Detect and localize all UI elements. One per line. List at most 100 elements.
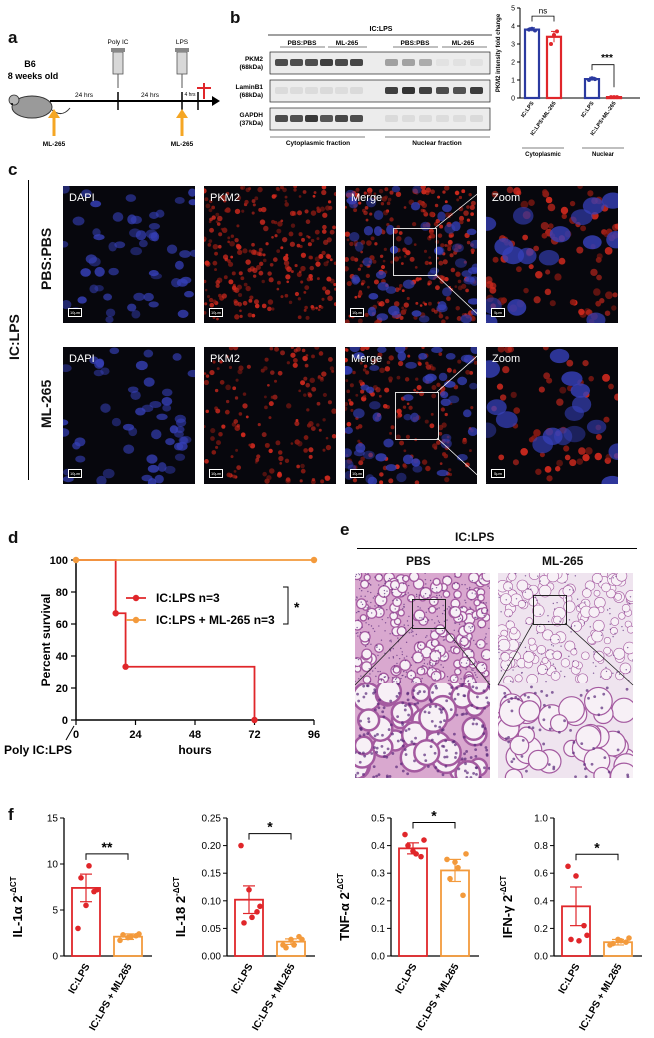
pkm2-signal [333, 302, 336, 307]
ml265-label-2: ML-265 [171, 141, 194, 148]
cell-nucleus [385, 755, 389, 759]
alveolus [459, 636, 470, 647]
cell-nucleus [444, 659, 446, 662]
cell-nucleus [357, 632, 359, 634]
pkm2-signal [321, 250, 326, 256]
nucleus [63, 428, 70, 437]
cell-nucleus [600, 706, 604, 710]
pkm2-signal [512, 459, 519, 466]
nucleus [146, 454, 158, 464]
cell-nucleus [372, 627, 374, 630]
nucleus [461, 270, 472, 278]
pkm2-signal [372, 259, 377, 264]
alveolus [454, 573, 462, 579]
cell-nucleus [584, 775, 588, 778]
pkm2-signal [316, 208, 322, 214]
cell-nucleus [609, 613, 611, 615]
pkm2-signal [305, 382, 311, 388]
pkm2-signal [230, 255, 234, 259]
alveolus [360, 579, 370, 589]
pkm2-signal [321, 186, 327, 190]
pkm2-signal [234, 208, 241, 215]
alveolus [625, 589, 633, 602]
cell-nucleus [378, 648, 381, 651]
nucleus [111, 417, 121, 427]
cell-nucleus [436, 732, 440, 736]
micrograph-pbs-merge: Merge 10μm [345, 186, 477, 323]
sig-bracket [591, 64, 615, 88]
zoom-connector-lines [434, 186, 487, 484]
cell-nucleus [375, 746, 379, 750]
nucleus [601, 192, 618, 209]
nucleus [105, 308, 116, 317]
annotation-arrow [65, 725, 75, 741]
blot-band [305, 59, 318, 66]
cell-nucleus [616, 671, 618, 673]
cell-nucleus [396, 662, 398, 665]
cell-nucleus [467, 680, 469, 683]
cell-nucleus [449, 607, 451, 609]
blot-band [453, 59, 466, 66]
cell-nucleus [622, 629, 624, 632]
pkm2-signal [419, 304, 423, 307]
alveolus [468, 573, 480, 584]
pkm2-signal [454, 190, 460, 196]
cell-nucleus [537, 575, 539, 577]
nucleus [412, 465, 423, 473]
cell-nucleus [465, 776, 469, 778]
data-point [120, 932, 126, 938]
nucleus [377, 282, 389, 291]
cell-nucleus [411, 656, 413, 659]
protein-pkm2-size: (68kDa) [240, 64, 263, 71]
pkm2-signal [276, 187, 281, 192]
cell-nucleus [509, 615, 511, 617]
nucleus [354, 241, 364, 252]
protein-gapdh: GAPDH [240, 112, 264, 119]
pkm2-signal [212, 299, 217, 304]
pkm2-signal [236, 424, 241, 428]
cell-nucleus [552, 645, 555, 647]
cell-nucleus [482, 689, 486, 693]
pkm2-signal [449, 253, 454, 258]
nucleus [88, 257, 101, 267]
cell-nucleus [412, 624, 415, 627]
y-tick-label: 0.25 [202, 814, 222, 825]
data-point [576, 938, 582, 944]
cell-nucleus [474, 582, 476, 584]
cell-nucleus [474, 663, 476, 665]
pkm2-signal [403, 449, 407, 453]
pkm2-signal [556, 459, 563, 467]
pkm2-signal [298, 389, 302, 393]
cell-nucleus [368, 668, 370, 670]
blot-band [275, 87, 288, 94]
nucleus [177, 309, 189, 318]
alveolus [564, 640, 576, 652]
pkm2-signal [223, 199, 227, 203]
cell-nucleus [479, 644, 481, 646]
cell-nucleus [487, 685, 490, 689]
cell-nucleus [469, 606, 471, 609]
cell-nucleus [408, 599, 410, 601]
pkm2-signal [403, 254, 407, 258]
nucleus [123, 444, 135, 454]
data-point [573, 873, 579, 879]
pkm2-signal [439, 224, 444, 229]
data-point [238, 842, 244, 849]
pkm2-signal [315, 261, 321, 267]
nucleus [362, 257, 373, 267]
alveolus [411, 651, 424, 664]
cell-nucleus [356, 597, 358, 599]
lung-tissue [355, 683, 490, 778]
blot-band [453, 87, 466, 94]
cell-nucleus [406, 655, 408, 658]
cell-nucleus [465, 712, 468, 716]
cell-nucleus [395, 599, 398, 601]
pkm2-signal [397, 360, 404, 367]
nucleus [570, 383, 591, 398]
pkm2-signal [234, 314, 240, 320]
cell-nucleus [378, 584, 380, 586]
label-zoom: Zoom [492, 192, 521, 204]
nucleus [94, 359, 105, 369]
cell-nucleus [403, 606, 405, 608]
